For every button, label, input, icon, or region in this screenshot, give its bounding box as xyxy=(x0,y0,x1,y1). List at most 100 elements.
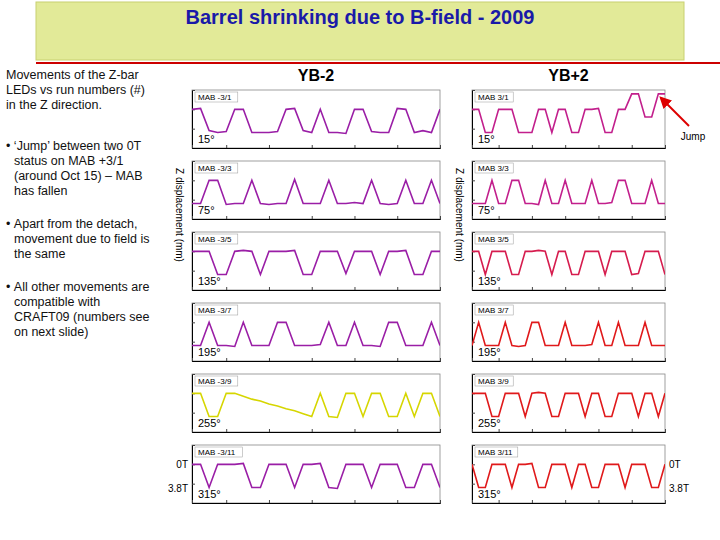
x-tick-mark xyxy=(532,429,533,432)
x-tick-mark xyxy=(598,287,599,290)
y-tick-mark xyxy=(192,413,195,414)
data-line xyxy=(472,180,665,204)
panel-title: MAB 3/5 xyxy=(478,235,509,244)
y-tick xyxy=(472,413,475,414)
plot-area xyxy=(192,322,440,346)
data-line xyxy=(472,250,665,274)
panel-title-box xyxy=(195,305,238,315)
x-tick xyxy=(354,145,355,148)
y-axis-line xyxy=(473,162,476,220)
y-axis xyxy=(192,446,195,504)
panel-title-box xyxy=(475,92,513,102)
data-line xyxy=(192,463,440,488)
x-tick-mark xyxy=(440,358,441,361)
panel-title-box xyxy=(475,234,513,244)
y-tick xyxy=(472,484,475,485)
y-tick xyxy=(192,484,195,485)
panel-annotation: 15° xyxy=(198,133,215,145)
y-tick xyxy=(192,232,195,233)
y-tick-mark xyxy=(472,322,475,323)
panel-frame xyxy=(192,90,440,148)
x-tick xyxy=(499,145,500,148)
x-tick xyxy=(499,500,500,503)
panel-annotation: 135° xyxy=(478,275,501,287)
x-tick-mark xyxy=(532,216,533,219)
y-tick xyxy=(192,180,195,181)
panel-title: MAB 3/7 xyxy=(478,306,509,315)
field-level-label: 3.8T xyxy=(168,483,188,494)
x-tick xyxy=(354,216,355,219)
notes-bullet: All other movements are compatible with … xyxy=(6,280,158,340)
y-axis xyxy=(192,162,195,220)
x-axis xyxy=(473,145,666,149)
plot-area xyxy=(472,94,665,133)
panel-frame xyxy=(192,303,440,361)
x-tick-mark xyxy=(192,429,193,432)
y-tick-mark xyxy=(192,374,195,375)
x-axis xyxy=(473,358,666,362)
x-axis-line xyxy=(473,500,666,504)
panel-annotation: 15° xyxy=(478,133,495,145)
x-tick xyxy=(440,358,441,361)
y-tick-mark xyxy=(192,232,195,233)
plot-area xyxy=(192,393,440,417)
x-tick xyxy=(532,429,533,432)
y-tick-mark xyxy=(472,271,475,272)
x-tick-mark xyxy=(192,287,193,290)
x-tick-mark xyxy=(565,500,566,503)
x-tick xyxy=(192,429,193,432)
x-axis xyxy=(473,429,666,433)
y-tick-mark xyxy=(472,445,475,446)
x-tick xyxy=(440,145,441,148)
x-axis-line xyxy=(193,216,441,220)
x-tick-mark xyxy=(269,145,270,148)
plot-area xyxy=(192,179,440,204)
x-axis xyxy=(473,216,666,220)
x-tick-mark xyxy=(472,500,473,503)
x-tick xyxy=(665,145,666,148)
y-tick-mark xyxy=(192,445,195,446)
x-tick xyxy=(472,216,473,219)
y-tick xyxy=(472,271,475,272)
x-tick xyxy=(565,287,566,290)
panel-frame xyxy=(472,374,665,432)
y-axis xyxy=(192,91,195,149)
x-tick xyxy=(312,429,313,432)
data-line xyxy=(192,250,440,274)
x-tick xyxy=(532,216,533,219)
x-axis xyxy=(193,429,441,433)
data-line xyxy=(192,393,440,417)
y-tick xyxy=(192,342,195,343)
x-tick-mark xyxy=(565,216,566,219)
y-axis-line xyxy=(193,162,196,220)
y-tick-mark xyxy=(472,303,475,304)
x-tick xyxy=(226,429,227,432)
x-tick-mark xyxy=(532,500,533,503)
notes: Movements of the Z-bar LEDs vs run numbe… xyxy=(6,68,158,358)
x-tick xyxy=(192,500,193,503)
x-tick xyxy=(226,500,227,503)
x-tick-mark xyxy=(397,216,398,219)
x-tick-mark xyxy=(354,429,355,432)
x-tick xyxy=(532,500,533,503)
y-tick xyxy=(192,161,195,162)
panel-title: MAB 3/3 xyxy=(478,164,509,173)
y-axis-line xyxy=(193,375,196,433)
plot-area xyxy=(192,250,440,274)
x-tick-mark xyxy=(354,287,355,290)
column-label: YB-2 xyxy=(298,67,335,84)
x-tick-mark xyxy=(499,216,500,219)
panel-frame xyxy=(472,161,665,219)
panel-title-box xyxy=(195,92,238,102)
x-tick xyxy=(440,216,441,219)
x-tick-mark xyxy=(397,429,398,432)
x-tick-mark xyxy=(192,500,193,503)
x-tick-mark xyxy=(440,216,441,219)
x-tick xyxy=(440,429,441,432)
x-tick-mark xyxy=(598,358,599,361)
x-tick xyxy=(269,429,270,432)
panel-annotation: 255° xyxy=(478,417,501,429)
x-tick xyxy=(499,429,500,432)
x-tick-mark xyxy=(665,429,666,432)
panel-title-box xyxy=(475,163,513,173)
